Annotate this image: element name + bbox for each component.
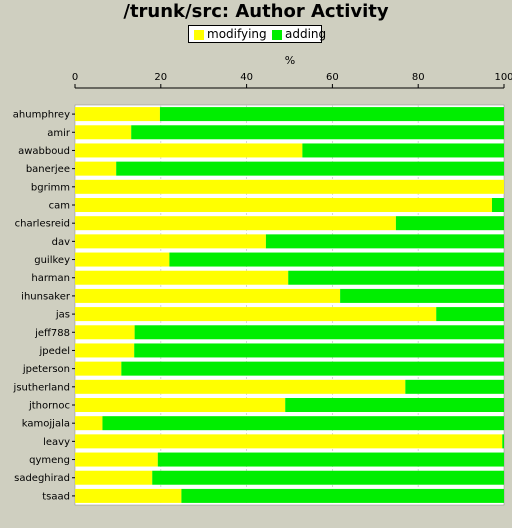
legend-label-adding: adding <box>285 27 327 41</box>
bar-adding-jsutherland <box>405 379 504 394</box>
category-label-ahumphrey: ahumphrey <box>13 110 70 121</box>
legend-swatch-adding <box>272 30 282 40</box>
bar-modifying-sadeghirad <box>75 470 153 485</box>
legend-label-modifying: modifying <box>207 27 267 41</box>
bar-adding-sadeghirad <box>152 470 504 485</box>
category-label-awabboud: awabboud <box>18 146 70 157</box>
bar-adding-cam <box>491 198 504 212</box>
category-label-charlesreid: charlesreid <box>15 219 70 230</box>
x-tick-label: 100 <box>494 72 512 83</box>
legend-swatch-modifying <box>194 30 204 40</box>
bar-adding-kamojjala <box>102 416 505 431</box>
bar-modifying-amir <box>75 125 132 140</box>
bar-adding-jpeterson <box>121 361 504 376</box>
bar-modifying-qymeng <box>75 452 158 467</box>
category-label-tsaad: tsaad <box>42 491 70 502</box>
bar-modifying-awabboud <box>75 143 303 158</box>
bar-adding-jpedel <box>134 343 504 358</box>
category-label-jpedel: jpedel <box>38 346 70 357</box>
x-tick-label: 60 <box>326 72 339 83</box>
bar-adding-guilkey <box>169 252 504 267</box>
category-label-guilkey: guilkey <box>34 255 70 266</box>
bar-modifying-ahumphrey <box>75 107 160 122</box>
bar-adding-leavy <box>502 434 504 449</box>
category-labels: ahumphrey amir awabboud banerjee bgrimm cam ch… <box>13 110 75 502</box>
category-label-jas: jas <box>55 310 70 321</box>
category-label-ihunsaker: ihunsaker <box>21 291 71 302</box>
bar-adding-jthornoc <box>285 398 504 412</box>
bar-modifying-jeff788 <box>75 325 135 340</box>
bar-modifying-jpeterson <box>75 361 122 376</box>
category-label-leavy: leavy <box>43 437 70 448</box>
bar-adding-jas <box>436 307 504 322</box>
bar-adding-banerjee <box>116 161 505 176</box>
x-tick-label: 80 <box>412 72 425 83</box>
bar-modifying-jas <box>75 307 437 322</box>
category-label-harman: harman <box>31 273 70 284</box>
bar-modifying-tsaad <box>75 488 182 503</box>
category-label-jeff788: jeff788 <box>34 328 70 339</box>
category-label-sadeghirad: sadeghirad <box>14 473 70 484</box>
bar-adding-ahumphrey <box>159 107 504 122</box>
bar-modifying-leavy <box>75 434 503 449</box>
category-label-bgrimm: bgrimm <box>31 182 70 193</box>
category-label-dav: dav <box>52 237 70 248</box>
x-axis-label: % <box>285 54 295 67</box>
bar-adding-harman <box>288 270 504 285</box>
bar-modifying-ihunsaker <box>75 288 341 303</box>
category-label-jthornoc: jthornoc <box>28 401 70 412</box>
bar-modifying-cam <box>75 198 492 212</box>
bar-adding-jeff788 <box>134 325 505 340</box>
category-label-amir: amir <box>47 128 71 139</box>
x-tick-label: 20 <box>154 72 167 83</box>
bar-modifying-harman <box>75 270 289 285</box>
x-tick-label: 0 <box>72 72 78 83</box>
bar-modifying-guilkey <box>75 252 170 267</box>
category-label-qymeng: qymeng <box>29 455 70 466</box>
bar-adding-tsaad <box>181 488 504 503</box>
category-label-jpeterson: jpeterson <box>22 364 70 375</box>
bar-modifying-kamojjala <box>75 416 103 431</box>
category-label-kamojjala: kamojjala <box>22 419 70 430</box>
bar-modifying-dav <box>75 234 266 249</box>
bar-modifying-charlesreid <box>75 216 396 231</box>
legend: modifying adding <box>188 25 326 43</box>
bar-adding-amir <box>131 125 504 140</box>
bar-modifying-banerjee <box>75 161 117 176</box>
bar-adding-qymeng <box>157 452 504 467</box>
bar-modifying-jsutherland <box>75 379 406 394</box>
bar-adding-dav <box>265 234 504 249</box>
x-tick-label: 40 <box>240 72 253 83</box>
bar-adding-charlesreid <box>395 216 504 231</box>
bar-adding-ihunsaker <box>340 288 504 303</box>
category-label-banerjee: banerjee <box>26 164 70 175</box>
category-label-jsutherland: jsutherland <box>13 382 70 393</box>
chart-title: /trunk/src: Author Activity <box>123 1 389 22</box>
bar-modifying-jthornoc <box>75 398 286 412</box>
x-axis-ticks: 0 20 40 60 80 100 <box>72 72 512 89</box>
category-label-cam: cam <box>49 201 70 212</box>
bar-modifying-bgrimm <box>75 179 504 194</box>
bar-adding-awabboud <box>302 143 504 158</box>
bars <box>75 107 505 503</box>
bar-modifying-jpedel <box>75 343 135 358</box>
